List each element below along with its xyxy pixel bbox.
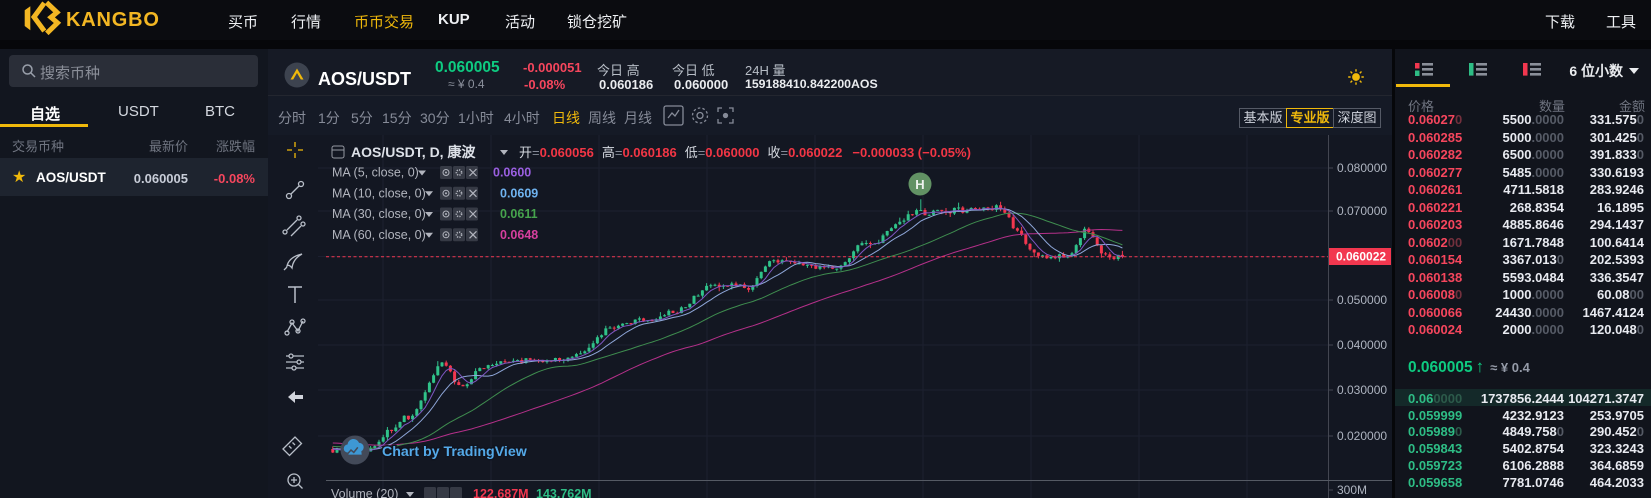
svg-text:Volume (20): Volume (20) xyxy=(331,487,398,498)
svg-text:0.0600: 0.0600 xyxy=(493,166,531,180)
svg-text:AOS/USDT, D, 康波: AOS/USDT, D, 康波 xyxy=(351,144,476,160)
svg-text:MA (60, close, 0): MA (60, close, 0) xyxy=(332,228,426,242)
svg-text:Chart by TradingView: Chart by TradingView xyxy=(382,444,528,460)
svg-text:0.0648: 0.0648 xyxy=(500,228,538,242)
svg-text:0.0609: 0.0609 xyxy=(500,186,538,200)
svg-text:0.050000: 0.050000 xyxy=(1337,293,1387,307)
svg-text:MA (10, close, 0): MA (10, close, 0) xyxy=(332,186,426,200)
svg-text:0.020000: 0.020000 xyxy=(1337,429,1387,443)
svg-text:0.080000: 0.080000 xyxy=(1337,161,1387,175)
svg-text:300M: 300M xyxy=(1337,483,1367,497)
svg-text:H: H xyxy=(915,177,924,192)
svg-text:122.687M: 122.687M xyxy=(473,487,529,498)
svg-text:0.040000: 0.040000 xyxy=(1337,338,1387,352)
svg-text:MA (5, close, 0): MA (5, close, 0) xyxy=(332,166,419,180)
svg-text:0.070000: 0.070000 xyxy=(1337,204,1387,218)
svg-text:0.060022: 0.060022 xyxy=(1336,250,1386,264)
svg-text:0.0611: 0.0611 xyxy=(500,207,538,221)
svg-text:MA (30, close, 0): MA (30, close, 0) xyxy=(332,207,426,221)
svg-text:143.762M: 143.762M xyxy=(536,487,592,498)
svg-text:0.030000: 0.030000 xyxy=(1337,383,1387,397)
